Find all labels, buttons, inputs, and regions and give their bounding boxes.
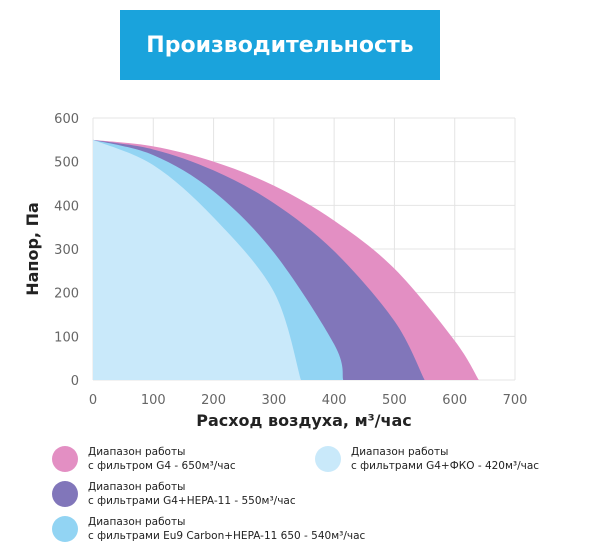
legend-label: Диапазон работы с фильтром G4 - 650м³/ча…	[88, 446, 236, 472]
y-tick-label: 400	[54, 199, 79, 214]
legend-swatch	[52, 446, 78, 472]
legend-item: Диапазон работы с фильтрами G4+HEPA-11 -…	[52, 480, 296, 508]
x-tick-label: 100	[141, 393, 166, 408]
chart-title: Производительность	[120, 10, 440, 80]
legend-label: Диапазон работы с фильтрами G4+ФКО - 420…	[351, 446, 540, 472]
legend-item: Диапазон работы с фильтрами G4+ФКО - 420…	[315, 445, 539, 473]
area	[93, 139, 301, 380]
x-axis-label: Расход воздуха, м³/час	[196, 411, 412, 430]
legend-swatch	[52, 481, 78, 507]
legend-item: Диапазон работы с фильтрами Eu9 Carbon+H…	[52, 515, 365, 543]
legend-item: Диапазон работы с фильтром G4 - 650м³/ча…	[52, 445, 236, 473]
x-tick-label: 500	[382, 393, 407, 408]
y-tick-label: 600	[54, 112, 79, 127]
legend-label: Диапазон работы с фильтрами Eu9 Carbon+H…	[88, 516, 366, 542]
x-tick-label: 400	[322, 393, 347, 408]
y-tick-label: 200	[54, 287, 79, 302]
x-tick-label: 600	[442, 393, 467, 408]
x-tick-label: 300	[261, 393, 286, 408]
x-tick-label: 700	[503, 393, 528, 408]
x-tick-label: 0	[89, 393, 97, 408]
x-tick-label: 200	[201, 393, 226, 408]
y-tick-label: 300	[54, 243, 79, 258]
legend-label: Диапазон работы с фильтрами G4+HEPA-11 -…	[88, 481, 296, 507]
legend-swatch	[52, 516, 78, 542]
y-axis-label: Напор, Па	[23, 202, 42, 296]
y-tick-label: 100	[54, 330, 79, 345]
legend-swatch	[315, 446, 341, 472]
y-tick-label: 0	[71, 374, 79, 389]
y-tick-label: 500	[54, 156, 79, 171]
